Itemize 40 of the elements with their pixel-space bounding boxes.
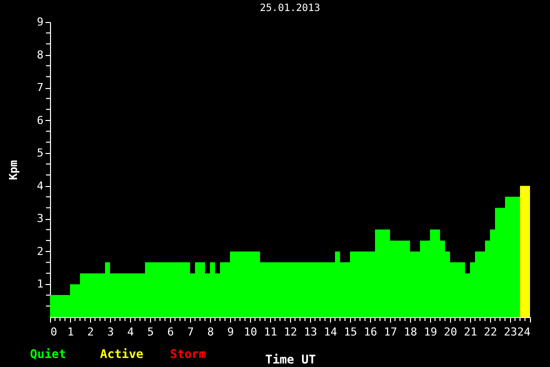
y-tick-label: 2 <box>36 244 44 258</box>
y-tick-label: 6 <box>36 114 44 127</box>
y-tick-label: 8 <box>36 48 44 62</box>
y-tick-label: 1 <box>36 278 44 291</box>
x-tick-label: 8 <box>207 326 214 338</box>
y-tick-label: 9 <box>36 16 44 28</box>
x-tick-label: 5 <box>147 326 154 338</box>
chart-title: 25.01.2013 <box>260 3 320 14</box>
x-tick-label: 18 <box>404 326 418 338</box>
x-tick-label: 4 <box>127 326 134 338</box>
x-tick-label: 17 <box>384 326 398 338</box>
x-tick-label: 0 <box>50 326 58 338</box>
y-axis-title: Kpm <box>6 160 20 180</box>
x-tick-label: 6 <box>167 326 174 338</box>
x-tick-label: 7 <box>187 326 194 338</box>
y-tick-label: 5 <box>36 146 44 160</box>
y-tick-label: 7 <box>36 81 44 94</box>
x-tick-label: 24 <box>517 326 531 338</box>
x-tick-label: 15 <box>344 326 358 338</box>
x-tick-label: 9 <box>227 326 234 338</box>
legend-label: Storm <box>170 347 206 361</box>
x-tick-label: 23 <box>504 326 518 338</box>
text: Active <box>100 347 144 361</box>
text: Quiet <box>30 347 66 361</box>
x-tick-label: 3 <box>107 326 114 338</box>
x-tick-label: 16 <box>364 326 378 338</box>
x-axis-title: Time UT <box>265 352 316 366</box>
x-tick-label: 21 <box>464 326 478 338</box>
x-tick-label: 12 <box>284 326 298 338</box>
x-tick-label: 19 <box>424 326 438 338</box>
x-tick-label: 14 <box>324 326 338 338</box>
x-tick-label: 20 <box>444 326 458 338</box>
x-tick-label: 1 <box>67 326 74 338</box>
x-tick-label: 13 <box>304 326 318 338</box>
y-tick-label: 3 <box>36 212 44 226</box>
x-tick-label: 22 <box>484 326 498 338</box>
y-tick-label: 4 <box>36 179 44 192</box>
x-tick-label: 11 <box>264 326 278 338</box>
x-tick-label: 2 <box>87 326 94 338</box>
x-tick-label: 10 <box>244 326 258 338</box>
